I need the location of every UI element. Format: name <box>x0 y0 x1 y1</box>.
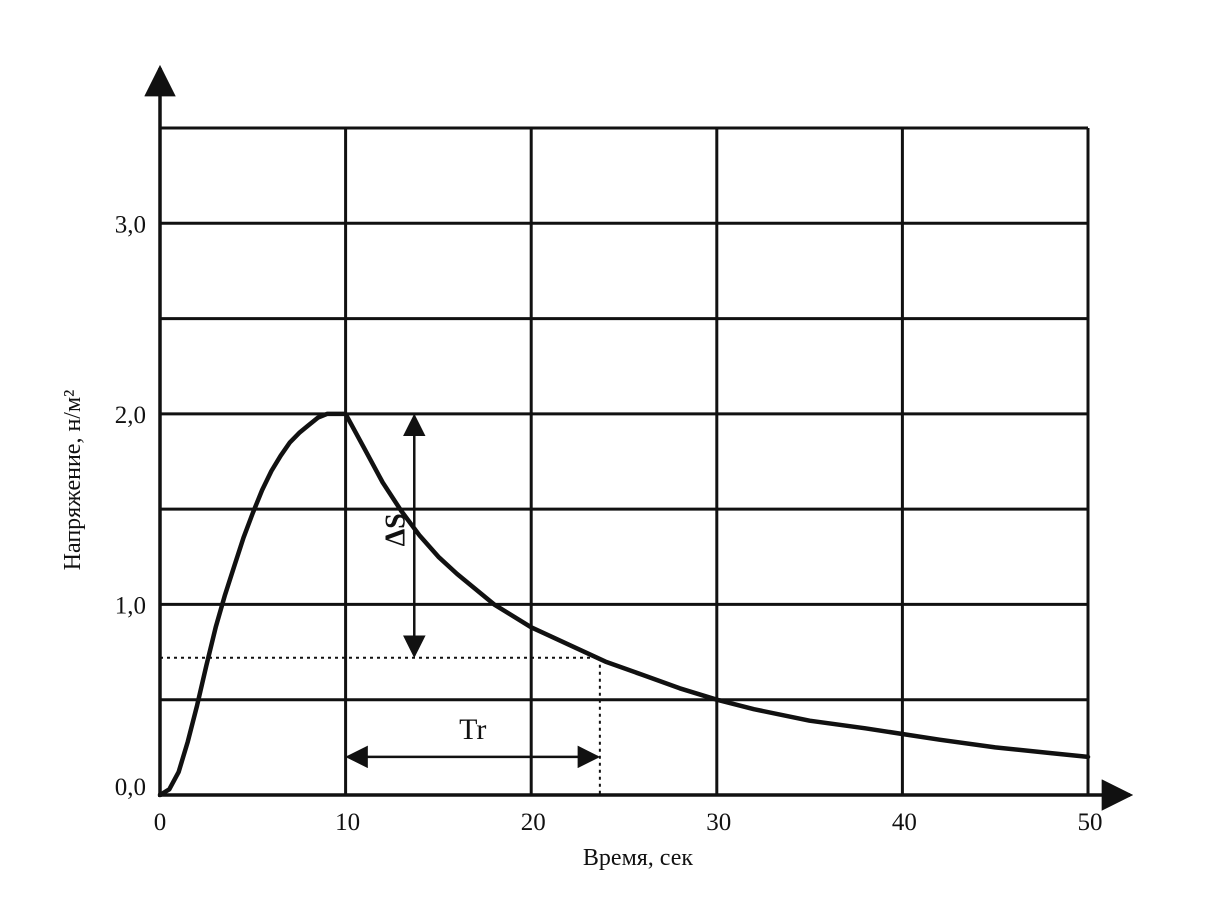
delta-s-label: ΔS <box>380 513 411 546</box>
tr-label: Tr <box>459 713 486 746</box>
x-tick-label-3: 30 <box>706 809 731 836</box>
y-axis-label: Напряжение, н/м² <box>60 390 86 571</box>
y-tick-label-0: 0,0 <box>115 774 146 801</box>
annotations: ΔS Tr <box>345 412 601 769</box>
x-axis-label: Время, сек <box>583 845 693 871</box>
axes <box>144 64 1134 811</box>
x-tick-label-1: 10 <box>335 809 360 836</box>
series-group <box>157 411 1091 798</box>
tick-labels: 0 10 20 30 40 50 0,0 1,0 2,0 3,0 <box>115 211 1103 836</box>
x-tick-label-0: 0 <box>154 809 167 836</box>
series-line-0 <box>157 411 1091 798</box>
y-tick-label-1: 1,0 <box>115 592 146 619</box>
y-tick-label-3: 3,0 <box>115 211 146 238</box>
grid-lines <box>160 126 1090 795</box>
x-tick-label-4: 40 <box>892 809 917 836</box>
y-tick-label-2: 2,0 <box>115 402 146 429</box>
x-tick-label-5: 50 <box>1078 809 1103 836</box>
reference-lines <box>160 656 601 795</box>
x-tick-label-2: 20 <box>521 809 546 836</box>
